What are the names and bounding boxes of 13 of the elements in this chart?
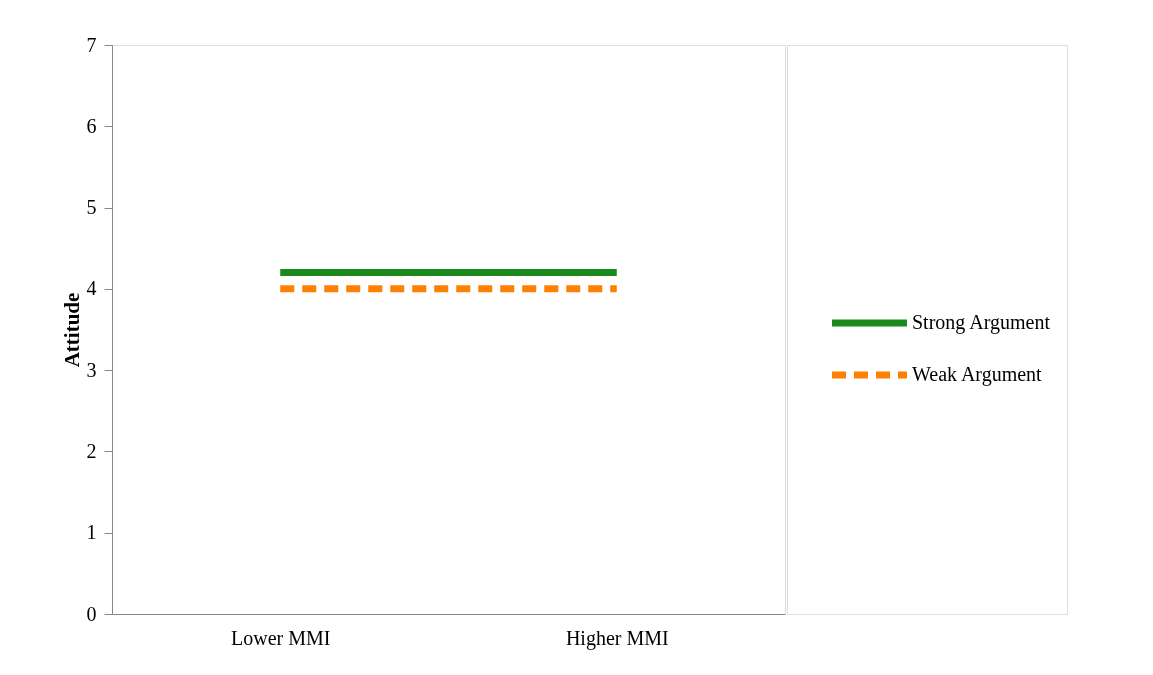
y-tick-label: 1 — [86, 521, 97, 544]
y-tick-label: 7 — [86, 33, 97, 56]
x-tick-label: Lower MMI — [231, 626, 331, 649]
x-tick-label: Higher MMI — [565, 626, 669, 650]
y-tick-label: 4 — [86, 277, 97, 300]
y-tick-label: 2 — [86, 439, 97, 462]
legend-label: Strong Argument — [912, 311, 1051, 334]
y-tick-label: 6 — [86, 114, 97, 137]
y-tick-label: 0 — [86, 602, 97, 625]
y-tick-label: 3 — [86, 358, 97, 381]
legend-label: Weak Argument — [912, 363, 1043, 386]
y-axis-title: Attitude — [59, 292, 84, 368]
y-tick-label: 5 — [86, 196, 97, 219]
